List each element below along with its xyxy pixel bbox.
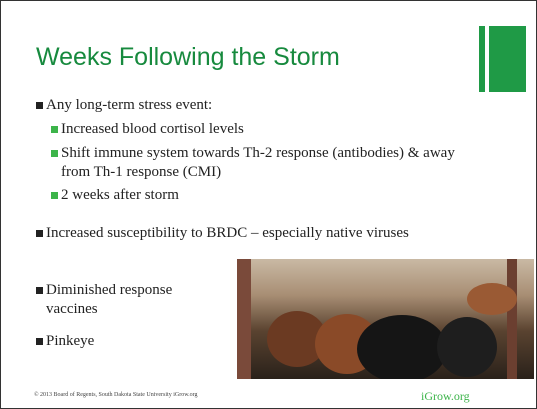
bullet: Diminished response vaccines — [36, 281, 221, 319]
accent-bar — [479, 26, 485, 92]
bullet: Any long-term stress event: — [36, 96, 466, 115]
bullet: Pinkeye — [36, 332, 221, 351]
photo-art — [237, 259, 534, 379]
sub-bullet: Shift immune system towards Th-2 respons… — [51, 144, 481, 182]
accent-block — [489, 26, 526, 92]
footer-site: iGrow.org — [421, 389, 470, 404]
cattle-photo — [237, 259, 534, 379]
bullet: Increased susceptibility to BRDC – espec… — [36, 224, 506, 243]
slide-title: Weeks Following the Storm — [36, 43, 340, 72]
sub-bullet: 2 weeks after storm — [51, 186, 481, 205]
slide: Weeks Following the Storm © 2013 Board o… — [0, 0, 537, 409]
sub-bullet: Increased blood cortisol levels — [51, 120, 481, 139]
footer-copyright: © 2013 Board of Regents, South Dakota St… — [34, 392, 198, 398]
